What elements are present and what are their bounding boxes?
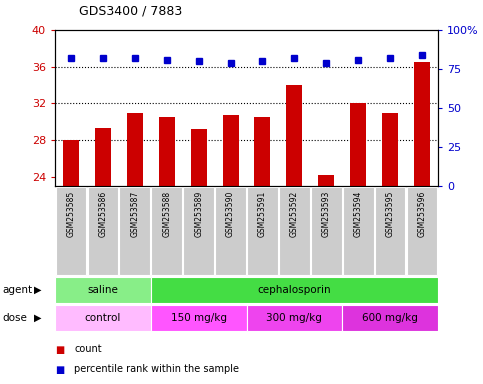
Bar — [318, 175, 334, 186]
Bar — [350, 103, 366, 186]
Text: 150 mg/kg: 150 mg/kg — [170, 313, 227, 323]
Text: GSM253589: GSM253589 — [194, 190, 203, 237]
Text: ■: ■ — [55, 344, 64, 354]
FancyBboxPatch shape — [56, 187, 86, 275]
Text: GSM253593: GSM253593 — [322, 190, 331, 237]
Bar — [159, 117, 175, 186]
Text: GSM253592: GSM253592 — [290, 190, 299, 237]
FancyBboxPatch shape — [246, 305, 342, 331]
Text: agent: agent — [2, 285, 32, 295]
Bar — [382, 113, 398, 186]
FancyBboxPatch shape — [55, 305, 151, 331]
Text: dose: dose — [2, 313, 28, 323]
FancyBboxPatch shape — [407, 187, 438, 275]
Text: saline: saline — [87, 285, 118, 295]
FancyBboxPatch shape — [311, 187, 341, 275]
FancyBboxPatch shape — [55, 276, 151, 303]
Bar — [95, 128, 111, 186]
Bar — [286, 85, 302, 186]
Bar — [191, 129, 207, 186]
Text: ▶: ▶ — [34, 313, 42, 323]
FancyBboxPatch shape — [151, 187, 182, 275]
Text: count: count — [74, 344, 102, 354]
Bar — [63, 140, 79, 186]
FancyBboxPatch shape — [151, 305, 246, 331]
Bar — [127, 113, 143, 186]
Text: 600 mg/kg: 600 mg/kg — [362, 313, 418, 323]
Text: GSM253594: GSM253594 — [354, 190, 363, 237]
Text: GSM253596: GSM253596 — [417, 190, 426, 237]
Bar — [223, 115, 239, 186]
FancyBboxPatch shape — [184, 187, 214, 275]
FancyBboxPatch shape — [119, 187, 150, 275]
Text: ■: ■ — [55, 364, 64, 374]
Text: percentile rank within the sample: percentile rank within the sample — [74, 364, 239, 374]
Text: cephalosporin: cephalosporin — [257, 285, 331, 295]
Text: GSM253587: GSM253587 — [130, 190, 139, 237]
Text: GSM253585: GSM253585 — [67, 190, 75, 237]
Text: ▶: ▶ — [34, 285, 42, 295]
FancyBboxPatch shape — [343, 187, 373, 275]
Text: GSM253590: GSM253590 — [226, 190, 235, 237]
Text: control: control — [85, 313, 121, 323]
FancyBboxPatch shape — [247, 187, 278, 275]
FancyBboxPatch shape — [87, 187, 118, 275]
Text: GSM253595: GSM253595 — [385, 190, 395, 237]
Text: 300 mg/kg: 300 mg/kg — [267, 313, 322, 323]
Text: GDS3400 / 7883: GDS3400 / 7883 — [79, 4, 183, 17]
Text: GSM253586: GSM253586 — [99, 190, 107, 237]
FancyBboxPatch shape — [375, 187, 405, 275]
Text: GSM253588: GSM253588 — [162, 190, 171, 237]
Bar — [414, 62, 430, 186]
Text: GSM253591: GSM253591 — [258, 190, 267, 237]
FancyBboxPatch shape — [279, 187, 310, 275]
FancyBboxPatch shape — [215, 187, 246, 275]
FancyBboxPatch shape — [342, 305, 438, 331]
Bar — [255, 117, 270, 186]
FancyBboxPatch shape — [151, 276, 438, 303]
